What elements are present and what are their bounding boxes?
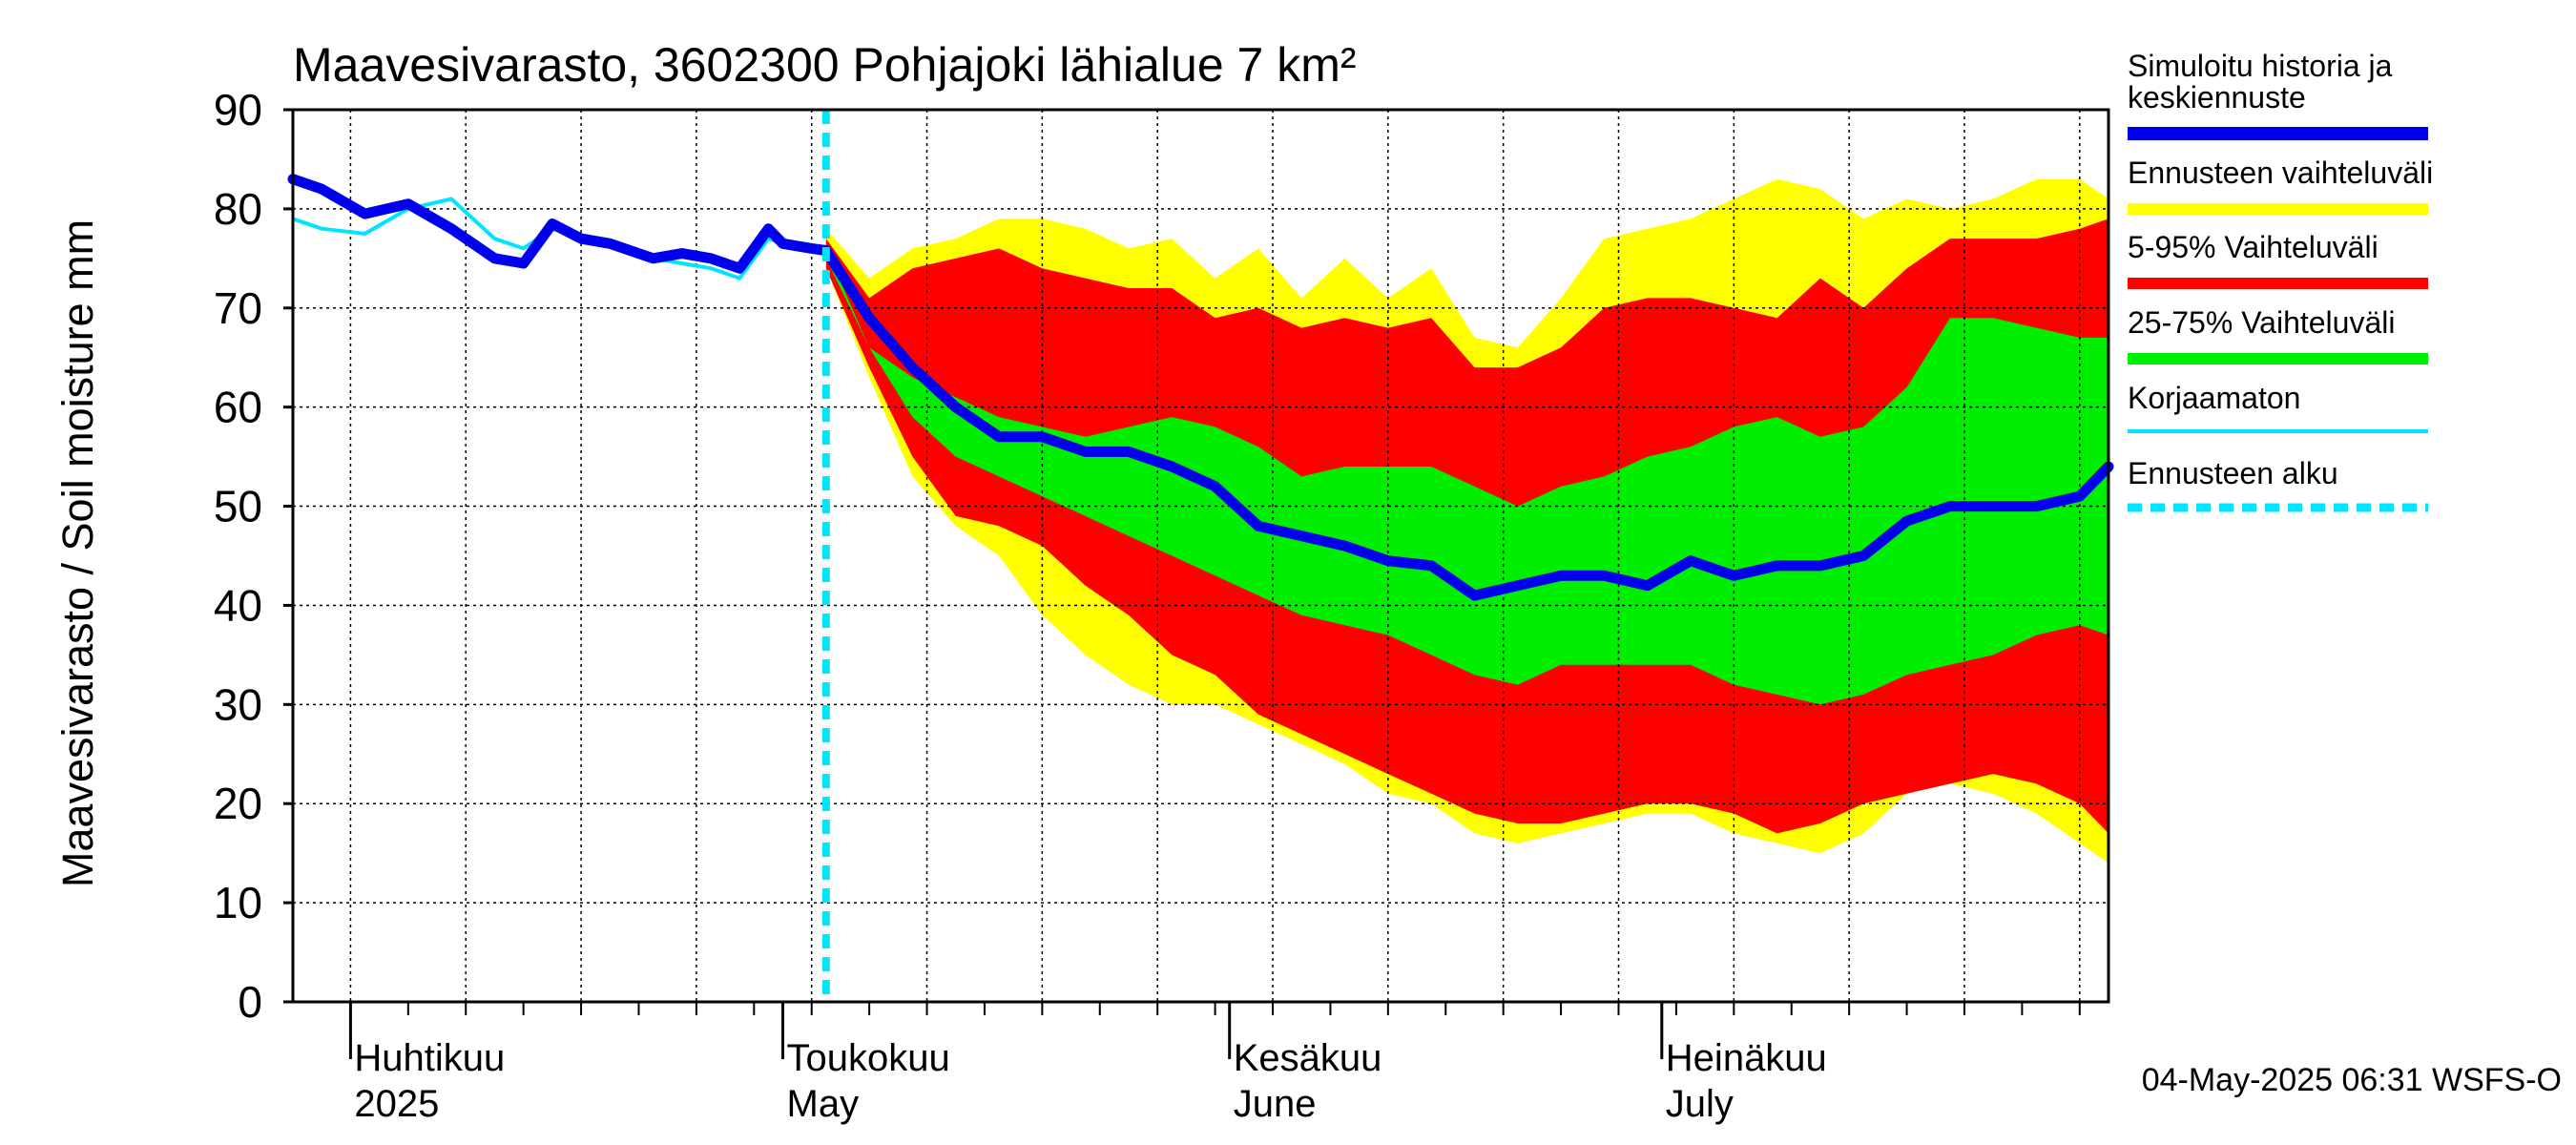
y-tick-label: 70 — [214, 283, 262, 333]
month-label-en: 2025 — [354, 1083, 439, 1125]
y-tick-label: 40 — [214, 580, 262, 630]
month-label-fi: Kesäkuu — [1234, 1037, 1382, 1079]
y-tick-label: 60 — [214, 383, 262, 432]
month-label-fi: Heinäkuu — [1666, 1037, 1827, 1079]
legend-label: Korjaamaton — [2128, 381, 2300, 415]
y-tick-label: 0 — [238, 977, 262, 1027]
legend-label: 5-95% Vaihteluväli — [2128, 230, 2379, 264]
x-axis-ticks — [348, 1002, 2081, 1059]
timestamp: 04-May-2025 06:31 WSFS-O — [2142, 1062, 2562, 1098]
y-tick-label: 90 — [214, 85, 262, 135]
y-axis-label: Maavesivarasto / Soil moisture mm — [53, 219, 102, 887]
legend-label: Ennusteen vaihteluväli — [2128, 156, 2433, 190]
month-label-fi: Huhtikuu — [354, 1037, 505, 1079]
percentile-25-75-band — [825, 248, 2109, 705]
month-label-fi: Toukokuu — [787, 1037, 950, 1079]
grid — [293, 110, 2109, 1002]
forecast-median-line — [821, 245, 2114, 601]
month-label-en: July — [1666, 1083, 1734, 1125]
month-label-en: May — [787, 1083, 860, 1125]
y-tick-label: 30 — [214, 679, 262, 729]
chart-title: Maavesivarasto, 3602300 Pohjajoki lähial… — [293, 38, 1357, 92]
legend-label: Simuloitu historia ja — [2128, 49, 2393, 83]
legend-label: keskiennuste — [2128, 80, 2306, 114]
y-tick-label: 50 — [214, 482, 262, 531]
plot-frame — [291, 108, 2110, 1004]
y-tick-label: 80 — [214, 184, 262, 234]
forecast-bands — [825, 178, 2109, 864]
legend-label: 25-75% Vaihteluväli — [2128, 305, 2395, 340]
month-label-en: June — [1234, 1083, 1317, 1125]
y-axis-ticks: 0 10 20 30 40 50 60 70 80 90 — [214, 85, 293, 1027]
legend-label: Ennusteen alku — [2128, 456, 2338, 490]
simulated-history-line — [287, 174, 832, 274]
y-tick-label: 20 — [214, 779, 262, 828]
y-tick-label: 10 — [214, 878, 262, 927]
